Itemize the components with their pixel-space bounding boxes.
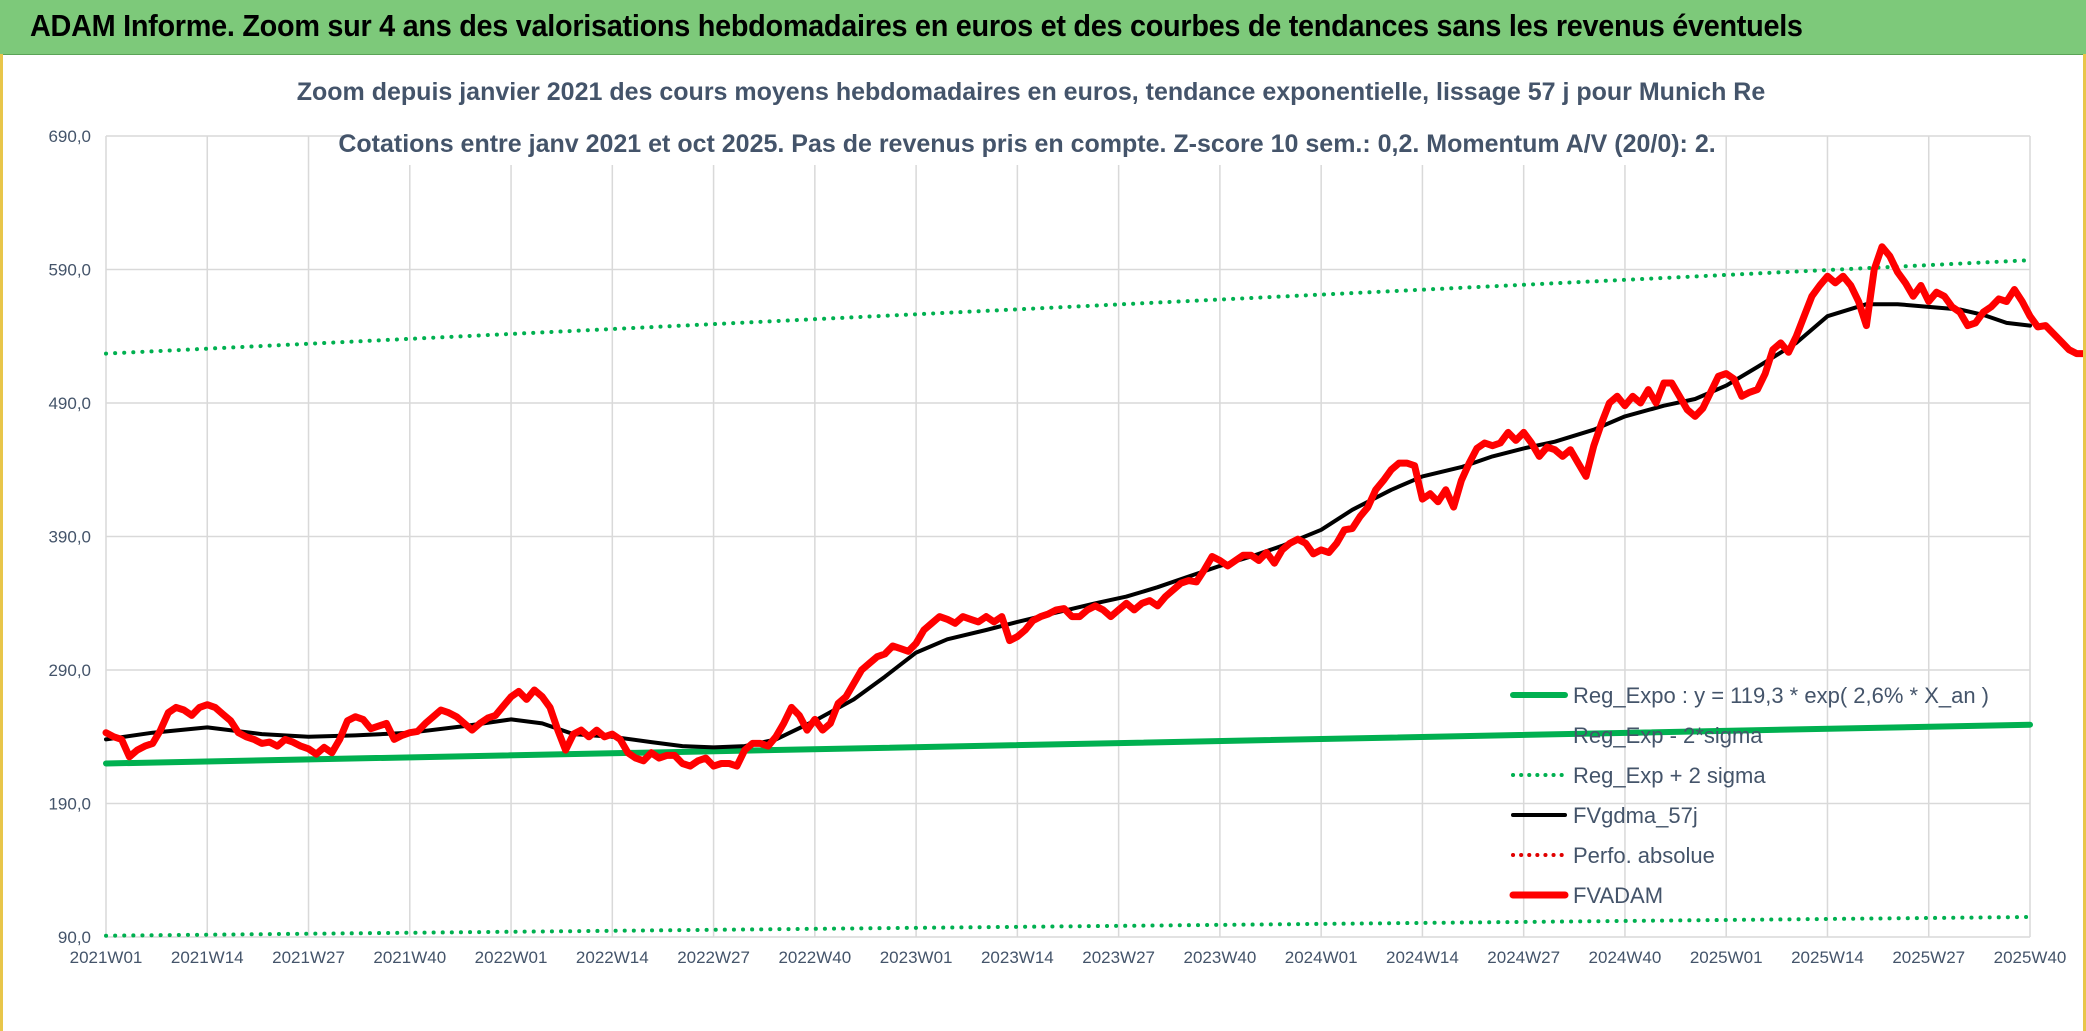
legend-label-4: Perfo. absolue <box>1573 843 1715 868</box>
chart-legend: Reg_Expo : y = 119,3 * exp( 2,6% * X_an … <box>1509 683 1989 908</box>
y-tick-label: 290,0 <box>48 661 91 680</box>
legend-label-1: Reg_Exp - 2*sigma <box>1573 723 1763 748</box>
y-tick-label: 390,0 <box>48 528 91 547</box>
chart-subtitle: Cotations entre janv 2021 et oct 2025. P… <box>338 130 1715 158</box>
y-axis-ticks: 90,0 190,0 290,0 390,0 490,0 590,0 690,0 <box>48 127 91 947</box>
x-tick-label: 2021W01 <box>70 948 143 967</box>
x-tick-label: 2022W27 <box>677 948 750 967</box>
chart-grid <box>105 135 2031 938</box>
y-tick-label: 590,0 <box>48 261 91 280</box>
line-chart: Zoom depuis janvier 2021 des cours moyen… <box>48 78 2083 967</box>
series-line-3 <box>104 302 2032 750</box>
report-banner-title: ADAM Informe. Zoom sur 4 ans des valoris… <box>30 8 1803 43</box>
legend-label-3: FVgdma_57j <box>1573 803 1698 828</box>
y-tick-label: 690,0 <box>48 127 91 146</box>
x-tick-label: 2025W01 <box>1690 948 1763 967</box>
x-tick-label: 2022W01 <box>475 948 548 967</box>
series-line-1 <box>104 915 2032 938</box>
x-tick-label: 2022W40 <box>778 948 851 967</box>
x-tick-label: 2024W40 <box>1589 948 1662 967</box>
y-tick-label: 190,0 <box>48 795 91 814</box>
chart-area: Zoom depuis janvier 2021 des cours moyen… <box>0 54 2086 1031</box>
x-tick-label: 2023W14 <box>981 948 1054 967</box>
legend-label-0: Reg_Expo : y = 119,3 * exp( 2,6% * X_an … <box>1573 683 1989 708</box>
x-tick-label: 2025W40 <box>1994 948 2067 967</box>
y-tick-label: 90,0 <box>58 928 91 947</box>
chart-series <box>102 243 2083 938</box>
series-line-5 <box>102 243 2083 770</box>
series-line-0 <box>103 721 2033 767</box>
x-tick-label: 2021W40 <box>373 948 446 967</box>
x-tick-label: 2022W14 <box>576 948 649 967</box>
legend-label-2: Reg_Exp + 2 sigma <box>1573 763 1766 788</box>
y-tick-label: 490,0 <box>48 394 91 413</box>
report-banner: ADAM Informe. Zoom sur 4 ans des valoris… <box>0 0 2086 55</box>
chart-title: Zoom depuis janvier 2021 des cours moyen… <box>297 78 1766 106</box>
subtitle-backdrop <box>348 123 1708 165</box>
x-tick-label: 2025W27 <box>1892 948 1965 967</box>
x-tick-label: 2024W27 <box>1487 948 1560 967</box>
x-tick-label: 2023W01 <box>880 948 953 967</box>
legend-label-5: FVADAM <box>1573 883 1663 908</box>
x-tick-label: 2024W01 <box>1285 948 1358 967</box>
x-tick-label: 2024W14 <box>1386 948 1459 967</box>
x-tick-label: 2023W27 <box>1082 948 1155 967</box>
x-tick-label: 2023W40 <box>1184 948 1257 967</box>
x-tick-label: 2021W14 <box>171 948 244 967</box>
x-tick-label: 2025W14 <box>1791 948 1864 967</box>
x-axis-ticks: 2021W01 2021W14 2021W27 2021W40 2022W01 2022W… <box>70 948 2067 967</box>
x-tick-label: 2021W27 <box>272 948 345 967</box>
series-line-2 <box>104 258 2032 356</box>
